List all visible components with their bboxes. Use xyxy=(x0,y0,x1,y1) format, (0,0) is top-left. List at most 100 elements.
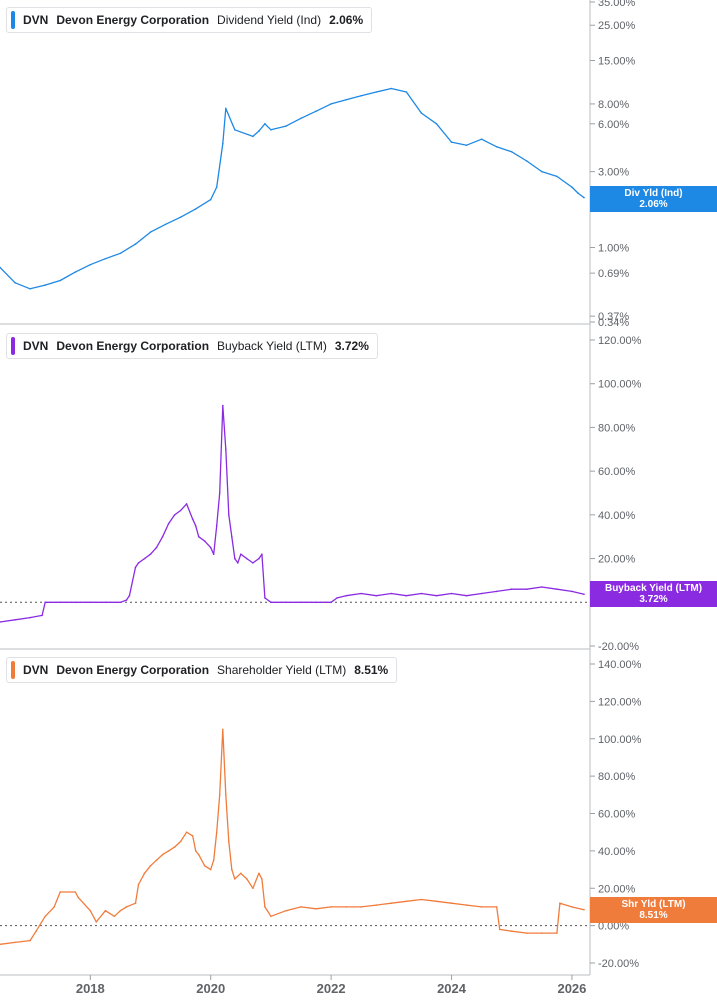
data-point-shr xyxy=(191,835,194,837)
x-tick-label: 2026 xyxy=(557,981,586,996)
data-point-buyback xyxy=(134,566,137,569)
legend-metric: Dividend Yield (Ind) xyxy=(217,13,322,27)
data-point-shr xyxy=(526,932,528,934)
data-point-shr xyxy=(261,878,263,880)
data-point-div xyxy=(164,223,167,226)
y-tick-label: 40.00% xyxy=(598,510,636,522)
data-point-shr xyxy=(59,891,61,893)
badge-label: Shr Yld (LTM) xyxy=(621,899,686,910)
data-point-buyback xyxy=(185,503,188,505)
data-point-div xyxy=(571,186,573,188)
data-point-shr xyxy=(375,904,378,906)
data-point-buyback xyxy=(225,448,227,451)
data-point-div xyxy=(149,231,152,233)
data-point-div xyxy=(330,103,332,105)
data-point-shr xyxy=(104,909,107,912)
data-point-div xyxy=(300,117,302,120)
data-point-div xyxy=(541,170,543,173)
data-point-buyback xyxy=(336,597,338,599)
data-point-div xyxy=(315,110,317,112)
data-point-shr xyxy=(234,878,236,880)
x-tick-label: 2022 xyxy=(317,981,346,996)
data-point-div xyxy=(375,91,378,93)
y-tick-label: -20.00% xyxy=(598,641,639,653)
data-point-shr xyxy=(264,906,266,908)
legend-buyback-yield: DVN Devon Energy Corporation Buyback Yie… xyxy=(6,333,378,359)
series-line-buyback xyxy=(0,404,585,623)
data-point-shr xyxy=(89,909,92,912)
legend-swatch-dividend xyxy=(11,11,15,29)
data-point-div xyxy=(465,144,468,146)
data-point-shr xyxy=(300,906,302,908)
data-point-buyback xyxy=(59,601,61,604)
data-point-div xyxy=(209,198,212,201)
y-tick-label: 15.00% xyxy=(598,56,636,68)
data-point-div xyxy=(360,95,363,97)
data-point-div xyxy=(59,279,61,282)
data-point-shr xyxy=(583,908,585,911)
data-point-shr xyxy=(541,932,543,934)
data-point-buyback xyxy=(173,514,176,516)
data-point-div xyxy=(0,266,1,269)
data-point-buyback xyxy=(495,590,498,593)
y-tick-label: 120.00% xyxy=(598,696,642,708)
x-tick-label: 2024 xyxy=(437,981,467,996)
legend-swatch-shareholder xyxy=(11,661,15,679)
data-point-shr xyxy=(44,915,46,918)
data-point-shr xyxy=(556,932,558,934)
data-point-buyback xyxy=(128,594,131,597)
legend-ticker: DVN xyxy=(23,13,49,27)
data-point-shr xyxy=(77,896,80,899)
data-point-div xyxy=(119,252,122,255)
data-point-shr xyxy=(149,865,152,867)
data-point-div xyxy=(194,208,197,210)
data-point-div xyxy=(526,160,528,162)
data-point-buyback xyxy=(44,601,46,604)
data-point-div xyxy=(252,135,254,138)
data-point-buyback xyxy=(29,616,31,619)
data-point-shr xyxy=(212,859,215,861)
legend-swatch-buyback xyxy=(11,337,15,355)
data-point-div xyxy=(258,130,260,132)
data-point-div xyxy=(225,107,227,110)
y-tick-label: 25.00% xyxy=(598,20,636,32)
data-point-buyback xyxy=(149,553,152,555)
data-point-buyback xyxy=(0,621,1,623)
data-point-buyback xyxy=(510,588,513,590)
legend-value: 8.51% xyxy=(354,663,389,677)
data-point-shr xyxy=(231,868,233,871)
legend-ticker: DVN xyxy=(23,339,49,353)
data-point-buyback xyxy=(161,535,164,538)
data-point-buyback xyxy=(89,601,92,604)
data-point-div xyxy=(14,282,16,284)
data-point-buyback xyxy=(435,594,438,597)
data-point-buyback xyxy=(218,492,221,494)
y-tick-label: 8.00% xyxy=(598,99,629,111)
data-point-buyback xyxy=(191,518,194,520)
data-point-buyback xyxy=(315,601,317,604)
data-point-shr xyxy=(113,915,116,918)
data-point-shr xyxy=(179,840,182,843)
data-point-buyback xyxy=(14,619,16,621)
data-point-div xyxy=(134,243,137,245)
data-point-shr xyxy=(167,850,170,852)
data-point-shr xyxy=(285,909,287,912)
data-point-div xyxy=(495,146,498,148)
series-line-div xyxy=(0,87,585,290)
data-point-buyback xyxy=(375,594,378,597)
data-point-shr xyxy=(360,906,363,908)
data-point-shr xyxy=(35,930,37,932)
badge-value: 8.51% xyxy=(639,910,668,921)
data-point-buyback xyxy=(556,588,558,590)
data-point-buyback xyxy=(285,601,287,604)
data-point-div xyxy=(44,284,46,286)
data-point-shr xyxy=(246,878,248,880)
data-point-div xyxy=(270,129,272,131)
badge-value: 3.72% xyxy=(639,594,668,605)
data-point-buyback xyxy=(194,525,197,527)
data-point-div xyxy=(345,98,348,101)
data-point-buyback xyxy=(237,562,239,564)
data-point-buyback xyxy=(41,614,43,617)
data-point-shr xyxy=(405,900,408,903)
data-point-div xyxy=(234,129,236,131)
